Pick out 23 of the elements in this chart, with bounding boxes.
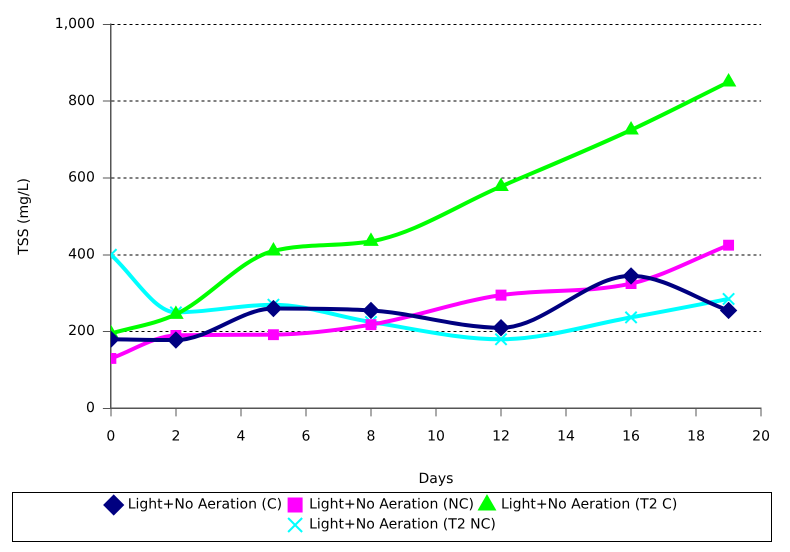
y-tick-label: 0 xyxy=(86,400,95,416)
y-tick-label: 600 xyxy=(68,170,95,186)
y-tick-label: 200 xyxy=(68,323,95,340)
x-tick-label: 2 xyxy=(171,428,180,444)
y-tick-label: 800 xyxy=(68,92,95,109)
x-tick-label: 0 xyxy=(106,428,116,444)
y-axis-title: TSS (mg/L) xyxy=(16,178,32,256)
x-tick-label: 8 xyxy=(366,428,376,444)
x-tick-label: 4 xyxy=(236,428,246,444)
x-tick-label: 12 xyxy=(492,428,510,444)
y-tick-label: 400 xyxy=(68,246,95,262)
legend-label: Light+No Aeration (NC) xyxy=(309,496,474,513)
x-tick-label: 16 xyxy=(622,428,640,444)
legend-label: Light+No Aeration (T2 C) xyxy=(500,496,678,513)
x-tick-label: 18 xyxy=(687,428,705,444)
x-tick-label: 6 xyxy=(301,428,310,444)
x-tick-label: 20 xyxy=(752,428,770,444)
x-tick-label: 10 xyxy=(427,428,445,444)
legend-label: Light+No Aeration (C) xyxy=(128,496,282,513)
legend-label: Light+No Aeration (T2 NC) xyxy=(309,516,496,533)
x-axis-title: Days xyxy=(418,471,454,488)
x-tick-label: 14 xyxy=(557,428,576,444)
y-tick-label: 1,000 xyxy=(54,16,95,32)
